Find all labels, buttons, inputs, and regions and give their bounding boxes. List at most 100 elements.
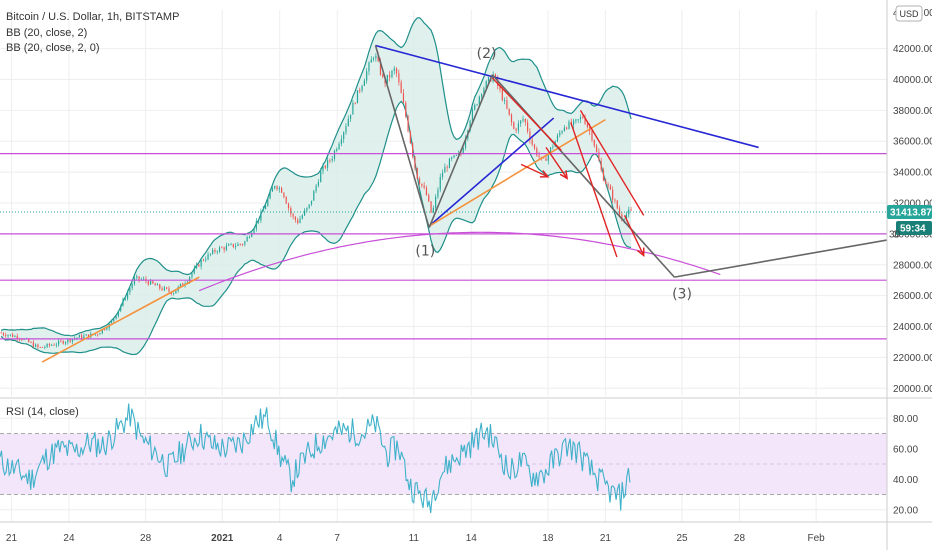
candle-body [536, 148, 538, 156]
candle-body [561, 131, 563, 133]
time-tick-label: 14 [466, 533, 478, 544]
candle-body [269, 191, 271, 199]
candle-body [71, 339, 74, 342]
indicator-bb-2[interactable]: BB (20, close, 2, 0) [6, 42, 100, 54]
candle-body [531, 139, 533, 145]
time-tick-label: 21 [600, 533, 612, 544]
candle-body [14, 335, 16, 337]
cup-arc [198, 231, 721, 292]
price-tick-label: 38000.00 [893, 106, 932, 117]
candle-body [51, 344, 53, 346]
candle-body [7, 335, 9, 337]
candle-body [64, 342, 67, 344]
candle-body [46, 343, 48, 347]
candle-body [101, 329, 103, 334]
candle-body [110, 321, 113, 323]
candle-body [393, 68, 395, 71]
candle-body [340, 139, 342, 144]
candle-body [241, 244, 244, 246]
candle-body [175, 290, 177, 294]
candle-body [83, 335, 85, 339]
support-trendline-early [41, 276, 200, 363]
candle-body [115, 316, 117, 319]
candle-body [386, 74, 388, 84]
candle-body [476, 104, 478, 106]
currency-button[interactable]: USD [895, 5, 923, 22]
candle-body [179, 283, 182, 287]
candle-body [283, 192, 285, 198]
indicator-rsi[interactable]: RSI (14, close) [6, 406, 79, 418]
price-axis[interactable]: 20000.00 22000.00 24000.00 26000.00 28000.00… [893, 44, 932, 395]
candle-body [182, 283, 184, 286]
candle-body [172, 293, 175, 295]
candle-body [0, 332, 2, 334]
candle-body [345, 126, 347, 133]
candle-body [349, 114, 352, 119]
candle-body [126, 292, 129, 299]
candle-body [485, 81, 487, 89]
candle-body [76, 337, 78, 339]
price-tick-label: 32000.00 [893, 199, 932, 210]
time-tick-label: 25 [676, 533, 688, 544]
candle-body [402, 93, 405, 103]
candle-body [225, 245, 228, 250]
candle-body [451, 157, 453, 159]
candle-body [315, 185, 317, 192]
candle-body [336, 149, 338, 151]
candle-body [161, 288, 163, 291]
candle-body [409, 131, 411, 144]
candle-body [85, 334, 87, 336]
candle-body [522, 119, 524, 121]
time-axis[interactable]: 21 24 28 2021 4 7 11 14 18 21 25 28 Feb [6, 533, 825, 544]
candle-body [198, 264, 200, 267]
projection-line [374, 45, 430, 228]
candle-body [595, 145, 598, 152]
candle-body [2, 333, 5, 335]
candle-body [614, 199, 616, 201]
candle-body [156, 284, 159, 286]
candle-body [605, 180, 607, 185]
candle-body [218, 247, 221, 252]
drawings[interactable] [41, 44, 887, 363]
candle-body [527, 122, 529, 132]
candle-body [540, 156, 542, 158]
candle-body [501, 89, 503, 101]
candle-body [529, 131, 531, 140]
candle-body [237, 243, 239, 246]
candle-body [628, 209, 630, 215]
candle-body [382, 74, 384, 77]
candle-body [545, 158, 547, 161]
wave-label-3: (3) [672, 287, 692, 303]
candle-body [133, 277, 136, 285]
candle-body [593, 139, 595, 146]
candle-body [195, 264, 198, 269]
candle-body [437, 189, 439, 197]
candle-body [338, 143, 340, 150]
candle-body [262, 209, 264, 212]
candle-body [508, 108, 510, 115]
candle-body [78, 335, 80, 338]
time-tick-label: 11 [409, 533, 420, 544]
candle-body [347, 118, 349, 127]
candle-body [306, 207, 308, 211]
candle-body [602, 169, 605, 181]
candle-body [232, 243, 234, 248]
candle-body [87, 334, 90, 338]
candle-body [618, 208, 621, 215]
candle-body [405, 102, 407, 117]
candle-body [598, 151, 600, 161]
candle-body [469, 120, 471, 131]
candle-body [106, 328, 108, 330]
indicator-bb-1[interactable]: BB (20, close, 2) [6, 27, 87, 39]
rsi-axis[interactable]: 20.00 40.00 60.00 80.00 [893, 414, 918, 517]
bollinger-lower [0, 100, 632, 356]
candle-body [577, 119, 579, 121]
price-tick-label: 26000.00 [893, 291, 932, 302]
candle-body [343, 132, 345, 140]
candle-body [520, 120, 522, 124]
symbol-title[interactable]: Bitcoin / U.S. Dollar, 1h, BITSTAMP [6, 11, 179, 23]
candle-body [271, 188, 274, 192]
candle-body [69, 339, 71, 342]
candle-body [483, 88, 485, 95]
red-trendline [491, 77, 562, 151]
